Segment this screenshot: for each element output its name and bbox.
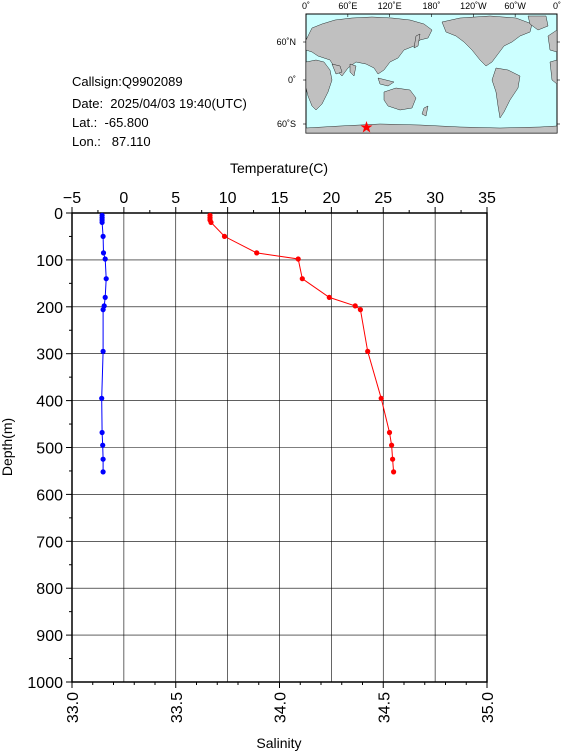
map-longitude-label: 60˚E [338, 1, 357, 11]
map-latitude-label: 60˚N [276, 37, 296, 47]
salinity-point [99, 219, 105, 225]
depth-tick-label: 700 [36, 534, 63, 551]
callsign-label: Callsign:Q9902089 [72, 74, 183, 89]
salinity-point [100, 469, 106, 475]
temperature-tick-label: 10 [219, 190, 237, 207]
temperature-point [295, 256, 301, 262]
map-longitude-label: 120˚W [460, 1, 487, 11]
temperature-point [365, 348, 371, 354]
temperature-tick-label: 30 [426, 190, 444, 207]
depth-tick-label: 500 [36, 441, 63, 458]
salinity-point [103, 276, 109, 282]
depth-tick-label: 600 [36, 487, 63, 504]
latitude-label: Lat.: -65.800 [72, 115, 149, 130]
map-longitude-label: 0˚ [302, 1, 310, 11]
temperature-point [390, 456, 396, 462]
salinity-point [100, 250, 107, 256]
map-longitude-label: 120˚E [378, 1, 402, 11]
depth-tick-label: 400 [36, 394, 63, 411]
map-latitude-label: 60˚S [277, 119, 296, 129]
temperature-tick-label: 15 [271, 190, 289, 207]
temperature-tick-label: 20 [322, 190, 340, 207]
temperature-tick-label: 35 [478, 190, 496, 207]
plot-grid [71, 212, 488, 683]
salinity-tick-label: 33.5 [169, 692, 186, 723]
temperature-point [386, 429, 393, 436]
depth-tick-label: 200 [36, 300, 63, 317]
depth-tick-label: 0 [54, 206, 63, 223]
temperature-point [391, 469, 397, 475]
longitude-label: Lon.: 87.110 [72, 134, 151, 149]
salinity-point [99, 429, 105, 436]
salinity-point [102, 256, 108, 262]
map-top-labels: 0˚ 60˚E 120˚E 180˚ 120˚W 60˚W 0˚ [302, 1, 561, 17]
map-latitude-label: 0˚ [288, 75, 296, 85]
world-map: 0˚ 60˚E 120˚E 180˚ 120˚W 60˚W 0˚ 60˚N 0˚ 60˚S [276, 1, 561, 134]
data-series [99, 212, 397, 475]
map-land [305, 15, 558, 134]
salinity-point [100, 456, 106, 462]
temperature-point [254, 250, 260, 256]
salinity-tick-label: 33.0 [65, 692, 82, 723]
map-longitude-label: 0˚ [553, 1, 561, 11]
map-right-labels: 60˚N 0˚ 60˚S [276, 37, 560, 129]
temperature-point [378, 395, 384, 401]
salinity-tick-label: 34.0 [273, 692, 290, 723]
map-longitude-label: 180˚ [422, 1, 440, 11]
temperature-point [357, 307, 363, 313]
temperature-line [209, 215, 395, 472]
temperature-point [221, 233, 228, 239]
depth-tick-label: 100 [36, 253, 63, 270]
temperature-point [352, 303, 358, 309]
temperature-point [299, 276, 305, 282]
star-icon [360, 121, 373, 133]
temperature-tick-label: 5 [171, 190, 180, 207]
salinity-point [100, 348, 106, 354]
depth-tick-label: 1000 [27, 675, 63, 692]
map-longitude-label: 60˚W [504, 1, 526, 11]
salinity-point [100, 442, 106, 448]
salinity-tick-label: 34.5 [376, 692, 393, 723]
salinity-point [102, 294, 108, 300]
depth-tick-label: 900 [36, 628, 63, 645]
temperature-tick-label: 0 [119, 190, 128, 207]
date-label: Date: 2025/04/03 19:40(UTC) [72, 96, 247, 111]
temperature-point [208, 219, 214, 225]
temperature-point [326, 294, 332, 300]
salinity-point [100, 233, 106, 239]
salinity-point [100, 307, 106, 313]
salinity-tick-label: 35.0 [480, 692, 497, 723]
temperature-tick-label: −5 [63, 190, 81, 207]
depth-axis-title: Depth(m) [0, 418, 15, 476]
temperature-tick-label: 25 [374, 190, 392, 207]
salinity-axis-title: Salinity [256, 735, 301, 751]
salinity-point [99, 395, 105, 401]
depth-tick-label: 300 [36, 347, 63, 364]
depth-tick-label: 800 [36, 581, 63, 598]
temperature-axis-title: Temperature(C) [230, 160, 328, 176]
temperature-point [389, 442, 395, 448]
